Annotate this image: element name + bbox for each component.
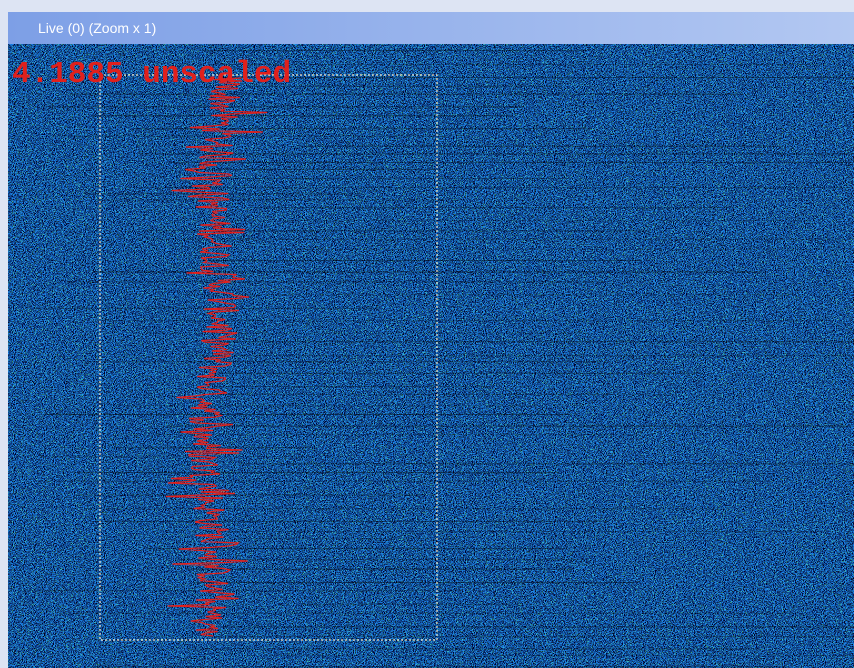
streak <box>300 146 781 147</box>
streak <box>71 94 744 95</box>
streak <box>74 472 557 473</box>
overlay-label: 4.1885 unscaled <box>12 57 291 92</box>
streak <box>185 169 440 170</box>
streak <box>212 64 816 65</box>
streak <box>217 531 827 532</box>
streak <box>180 294 796 295</box>
streak <box>209 636 854 637</box>
streak <box>220 77 854 78</box>
streak <box>185 355 854 356</box>
streak <box>92 115 513 116</box>
streak <box>59 613 798 614</box>
streak <box>147 548 566 549</box>
streak <box>131 333 589 334</box>
streak <box>239 538 457 539</box>
streak <box>84 361 601 362</box>
streak <box>169 162 854 163</box>
streak <box>213 386 491 387</box>
streak <box>203 260 642 261</box>
streak <box>154 239 854 240</box>
streak <box>281 655 854 656</box>
streak <box>37 481 769 482</box>
streak <box>115 405 541 406</box>
image-view <box>8 44 854 668</box>
streak <box>192 582 633 583</box>
page: Live (0) (Zoom x 1) 4.1885 unscaled (() … <box>0 0 854 668</box>
streak <box>239 463 854 464</box>
streak <box>223 626 854 627</box>
streak <box>188 648 764 649</box>
streak <box>249 207 737 208</box>
streak <box>101 320 818 321</box>
streak <box>65 281 606 282</box>
streak <box>94 199 462 200</box>
streak <box>185 569 573 570</box>
streak <box>211 394 676 395</box>
streak <box>44 414 570 415</box>
streak <box>181 559 588 560</box>
streak <box>218 178 570 179</box>
streak <box>139 153 854 154</box>
streak <box>21 590 463 591</box>
streak <box>301 604 520 605</box>
streak <box>41 106 523 107</box>
window: Live (0) (Zoom x 1) 4.1885 unscaled <box>0 0 854 668</box>
streak <box>210 373 703 374</box>
streak <box>37 456 316 457</box>
streak <box>133 187 854 188</box>
streak <box>221 341 854 342</box>
streak <box>205 50 588 51</box>
window-title: Live (0) (Zoom x 1) <box>38 20 156 36</box>
streak <box>94 666 787 667</box>
streak <box>76 495 426 496</box>
streak <box>55 136 446 137</box>
streak <box>163 426 854 427</box>
streak <box>246 86 561 87</box>
streak <box>280 249 846 250</box>
streak <box>84 508 723 509</box>
streak <box>151 434 638 435</box>
streak <box>111 447 316 448</box>
streak <box>94 521 609 522</box>
streak <box>192 220 812 221</box>
